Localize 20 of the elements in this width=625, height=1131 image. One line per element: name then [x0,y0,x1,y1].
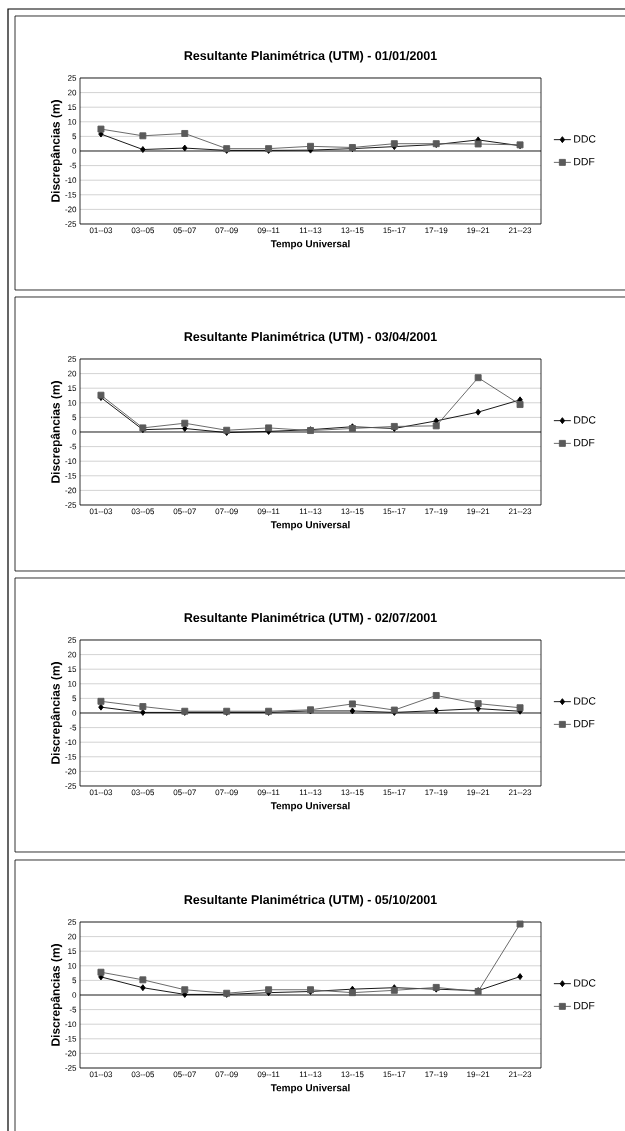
legend-label: DDF [574,720,595,728]
legend-label: DDF [574,439,595,447]
y-axis-title: Discrepâncias (m) [50,944,63,1046]
legend-label: DDC [574,135,596,143]
y-axis-title: Discrepâncias (m) [50,381,63,483]
chart-title: Resultante Planimétrica (UTM) - 02/07/2001 [184,612,437,625]
x-axis-title: Tempo Universal [270,521,350,531]
y-axis-title: Discrepâncias (m) [50,662,63,764]
legend-label: DDC [574,416,596,424]
legend-label: DDF [574,1002,595,1010]
legend-label: DDF [574,158,595,166]
y-axis-title: Discrepâncias (m) [50,100,63,202]
chart-title: Resultante Planimétrica (UTM) - 05/10/2001 [184,894,437,907]
chart-title: Resultante Planimétrica (UTM) - 01/01/2001 [184,50,437,63]
x-axis-title: Tempo Universal [270,802,350,812]
legend-label: DDC [574,697,596,705]
legend-label: DDC [574,979,596,987]
x-axis-title: Tempo Universal [270,1084,350,1094]
chart-title: Resultante Planimétrica (UTM) - 03/04/2001 [184,331,437,344]
x-axis-title: Tempo Universal [270,239,350,250]
